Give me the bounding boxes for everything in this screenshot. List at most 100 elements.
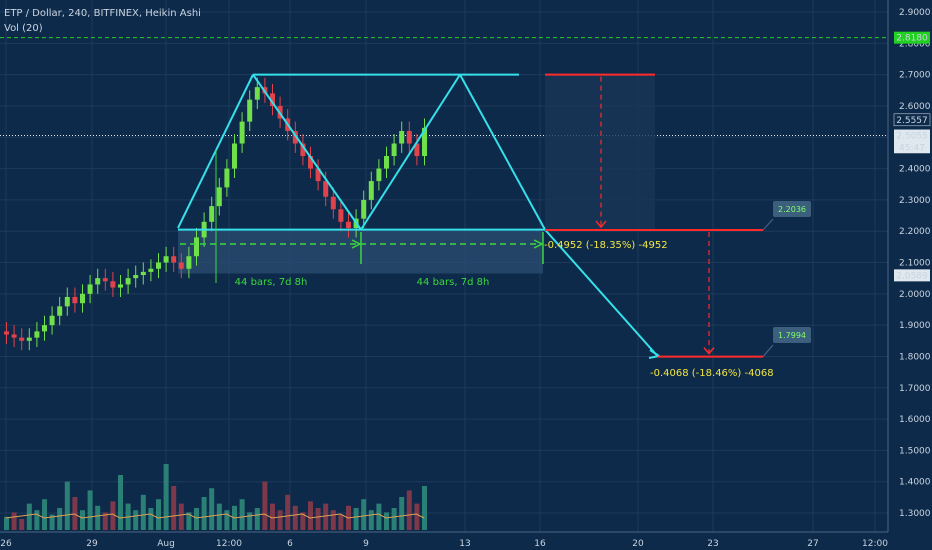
candle-body: [330, 196, 336, 210]
price-marker-box: [894, 129, 930, 142]
y-tick-label: 2.2000: [899, 227, 931, 237]
volume-bar: [186, 512, 192, 530]
volume-bar: [330, 510, 336, 530]
symbol-title: ETP / Dollar, 240, BITFINEX, Heikin Ashi: [4, 8, 201, 19]
volume-bar: [270, 503, 275, 530]
callout-leader: [762, 218, 774, 231]
volume-bar: [171, 486, 177, 530]
x-tick-label: 9: [363, 539, 369, 549]
volume-bar: [156, 499, 161, 530]
volume-bar: [26, 503, 32, 530]
candle-body: [323, 181, 329, 197]
volume-bar: [201, 497, 207, 530]
volume-bar: [87, 490, 93, 530]
y-tick-label: 2.8000: [899, 39, 931, 49]
candle-body: [102, 278, 108, 282]
candle-body: [300, 143, 306, 157]
volume-bar: [254, 508, 260, 530]
candle-body: [178, 262, 184, 269]
projection-zone: [545, 74, 655, 231]
candle-body: [34, 331, 40, 338]
volume-bar: [140, 494, 146, 530]
price-marker: 2.5557: [896, 116, 928, 126]
measure-label: 44 bars, 7d 8h: [417, 277, 490, 288]
volume-bar: [216, 503, 222, 530]
y-tick-label: 1.5000: [899, 446, 931, 456]
x-tick-label: 13: [459, 539, 470, 549]
y-tick-label: 2.3000: [899, 196, 931, 206]
candle-body: [11, 334, 17, 338]
x-tick-label: Aug: [157, 539, 175, 549]
volume-bar: [49, 514, 55, 530]
target-callout: 1.7994: [778, 331, 806, 340]
price-marker-box: [894, 141, 930, 154]
volume-bar: [239, 499, 245, 530]
x-tick-label: 20: [632, 539, 644, 549]
candle-body: [391, 143, 397, 157]
volume-bar: [80, 510, 85, 530]
volume-ma-line: [5, 513, 425, 519]
volume-bar: [277, 510, 283, 530]
candle-body: [80, 293, 85, 304]
volume-bar: [414, 503, 420, 530]
volume-bar: [368, 510, 374, 530]
projection-label-1: -0.4952 (-18.35%) -4952: [544, 240, 668, 251]
volume-bar: [11, 512, 17, 530]
volume-bar: [4, 516, 9, 530]
volume-bar: [209, 488, 215, 530]
volume-indicator-label: Vol (20): [4, 23, 43, 34]
measure-arrowhead: [533, 239, 544, 249]
candle-body: [406, 130, 412, 144]
price-marker: 45:47: [899, 143, 925, 153]
volume-bar: [57, 508, 63, 530]
price-marker: 2.5055: [896, 132, 928, 142]
pattern-leg-3: [360, 74, 461, 231]
volume-bar: [34, 510, 40, 530]
y-tick-label: 1.4000: [899, 478, 931, 488]
candle-body: [247, 99, 253, 122]
candle-body: [338, 209, 344, 222]
candle-body: [270, 93, 275, 106]
y-tick-label: 1.3000: [899, 509, 931, 519]
candle-body: [224, 168, 230, 188]
candle-body: [186, 256, 192, 269]
volume-bar: [118, 475, 123, 530]
volume-bar: [247, 512, 253, 530]
volume-bar: [194, 508, 199, 530]
candle-body: [361, 199, 367, 219]
projection-label-2: -0.4068 (-18.46%) -4068: [650, 368, 774, 379]
candle-body: [254, 87, 260, 100]
candle-body: [57, 306, 63, 316]
volume-bar: [102, 512, 108, 530]
price-marker-box: [894, 31, 930, 44]
x-tick-label: 27: [807, 539, 818, 549]
candle-body: [95, 278, 101, 285]
volume-bar: [300, 512, 306, 530]
candle-body: [384, 156, 389, 169]
candle-body: [49, 315, 55, 326]
candle-body: [399, 130, 405, 144]
candle-body: [376, 168, 382, 182]
y-tick-label: 2.1000: [899, 259, 931, 269]
volume-bar: [163, 464, 169, 530]
measure-arrowhead: [351, 239, 362, 249]
volume-bar: [285, 494, 291, 530]
y-tick-label: 1.7000: [899, 384, 931, 394]
volume-bar: [422, 486, 427, 530]
candle-body: [125, 278, 131, 285]
y-tick-label: 1.9000: [899, 321, 931, 331]
price-marker: 2.0589: [896, 271, 928, 281]
volume-bar: [361, 499, 367, 530]
candle-body: [368, 181, 374, 200]
volume-bar: [391, 508, 397, 530]
x-tick-label: 12:00: [862, 539, 888, 549]
volume-bar: [292, 505, 298, 530]
candle-body: [19, 337, 25, 341]
volume-bar: [315, 508, 321, 530]
volume-bar: [406, 490, 412, 530]
target-arrowhead: [595, 220, 607, 229]
y-tick-label: 2.6000: [899, 102, 931, 112]
target-arrowhead: [703, 347, 715, 355]
